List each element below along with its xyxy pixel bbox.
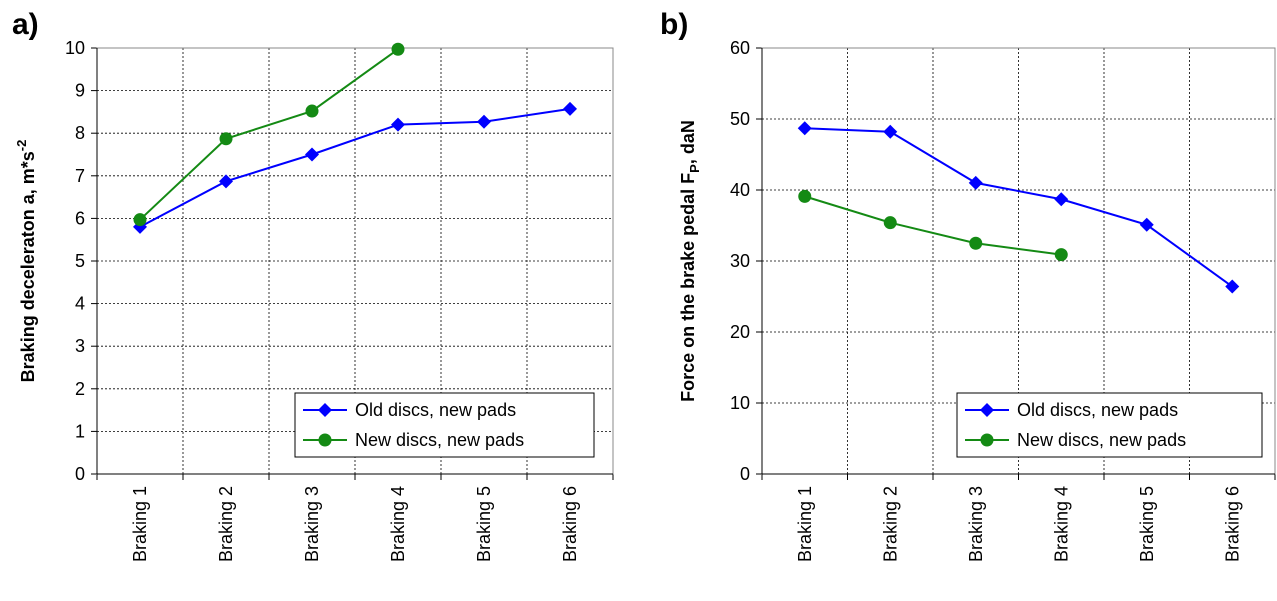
y-tick-label: 1 bbox=[75, 421, 85, 441]
series-line bbox=[139, 107, 571, 228]
y-tick-label: 4 bbox=[75, 294, 85, 314]
marker bbox=[219, 132, 233, 146]
marker bbox=[883, 216, 897, 230]
y-tick-label: 30 bbox=[730, 251, 750, 271]
x-tick-label: Braking 4 bbox=[1051, 486, 1071, 562]
marker bbox=[797, 121, 812, 136]
marker bbox=[563, 101, 577, 116]
legend-label: New discs, new pads bbox=[1017, 430, 1186, 450]
marker bbox=[1054, 192, 1069, 207]
y-tick-label: 10 bbox=[730, 393, 750, 413]
y-tick-label: 7 bbox=[75, 166, 85, 186]
y-axis-label-part: P bbox=[687, 164, 702, 173]
x-tick-label: Braking 5 bbox=[474, 486, 494, 562]
legend-box bbox=[956, 392, 1263, 458]
y-tick-label: 50 bbox=[730, 109, 750, 129]
marker bbox=[318, 403, 332, 417]
panel-label: b) bbox=[660, 8, 688, 41]
y-axis-label-part: , daN bbox=[678, 120, 698, 164]
x-tick-label: Braking 6 bbox=[1222, 486, 1242, 562]
y-tick-label: 6 bbox=[75, 208, 85, 228]
x-tick-label: Braking 1 bbox=[130, 486, 150, 562]
marker bbox=[1139, 217, 1154, 232]
marker bbox=[883, 124, 898, 139]
y-tick-label: 20 bbox=[730, 322, 750, 342]
marker bbox=[969, 236, 983, 250]
y-axis-label: Braking deceleraton a, m*s-2 bbox=[14, 140, 38, 383]
marker bbox=[980, 433, 994, 447]
x-tick-label: Braking 2 bbox=[216, 486, 236, 562]
marker bbox=[968, 175, 983, 190]
series-line bbox=[804, 127, 1233, 288]
y-tick-label: 0 bbox=[740, 464, 750, 484]
y-tick-label: 40 bbox=[730, 180, 750, 200]
y-tick-label: 3 bbox=[75, 336, 85, 356]
y-tick-label: 10 bbox=[65, 38, 85, 58]
y-tick-label: 0 bbox=[75, 464, 85, 484]
x-tick-label: Braking 2 bbox=[880, 486, 900, 562]
x-tick-label: Braking 3 bbox=[302, 486, 322, 562]
y-tick-label: 2 bbox=[75, 379, 85, 399]
x-tick-label: Braking 6 bbox=[560, 486, 580, 562]
legend-box bbox=[294, 392, 595, 458]
x-tick-label: Braking 5 bbox=[1137, 486, 1157, 562]
y-tick-label: 60 bbox=[730, 38, 750, 58]
legend-label: New discs, new pads bbox=[355, 430, 524, 450]
x-tick-label: Braking 4 bbox=[388, 486, 408, 562]
x-tick-label: Braking 3 bbox=[966, 486, 986, 562]
marker bbox=[305, 104, 319, 118]
y-tick-label: 8 bbox=[75, 123, 85, 143]
marker bbox=[1225, 279, 1240, 294]
marker bbox=[477, 114, 491, 129]
panel-label: a) bbox=[12, 8, 39, 41]
marker bbox=[318, 433, 332, 447]
marker bbox=[980, 403, 994, 417]
marker bbox=[133, 213, 147, 227]
y-tick-label: 9 bbox=[75, 81, 85, 101]
marker bbox=[305, 147, 319, 162]
marker bbox=[219, 174, 233, 189]
series-line bbox=[139, 48, 399, 221]
marker bbox=[798, 189, 812, 203]
marker bbox=[391, 42, 405, 56]
marker bbox=[391, 117, 405, 132]
y-axis-label-part: Braking deceleraton a, m*s bbox=[18, 151, 38, 382]
y-axis-label: Force on the brake pedal FP, daN bbox=[678, 120, 702, 402]
y-axis-label-part: -2 bbox=[14, 140, 29, 152]
x-tick-label: Braking 1 bbox=[795, 486, 815, 562]
marker bbox=[1054, 248, 1068, 262]
y-axis-label-part: Force on the brake pedal F bbox=[678, 173, 698, 402]
legend-label: Old discs, new pads bbox=[355, 400, 516, 420]
y-tick-label: 5 bbox=[75, 251, 85, 271]
series-line bbox=[804, 195, 1062, 256]
legend-label: Old discs, new pads bbox=[1017, 400, 1178, 420]
